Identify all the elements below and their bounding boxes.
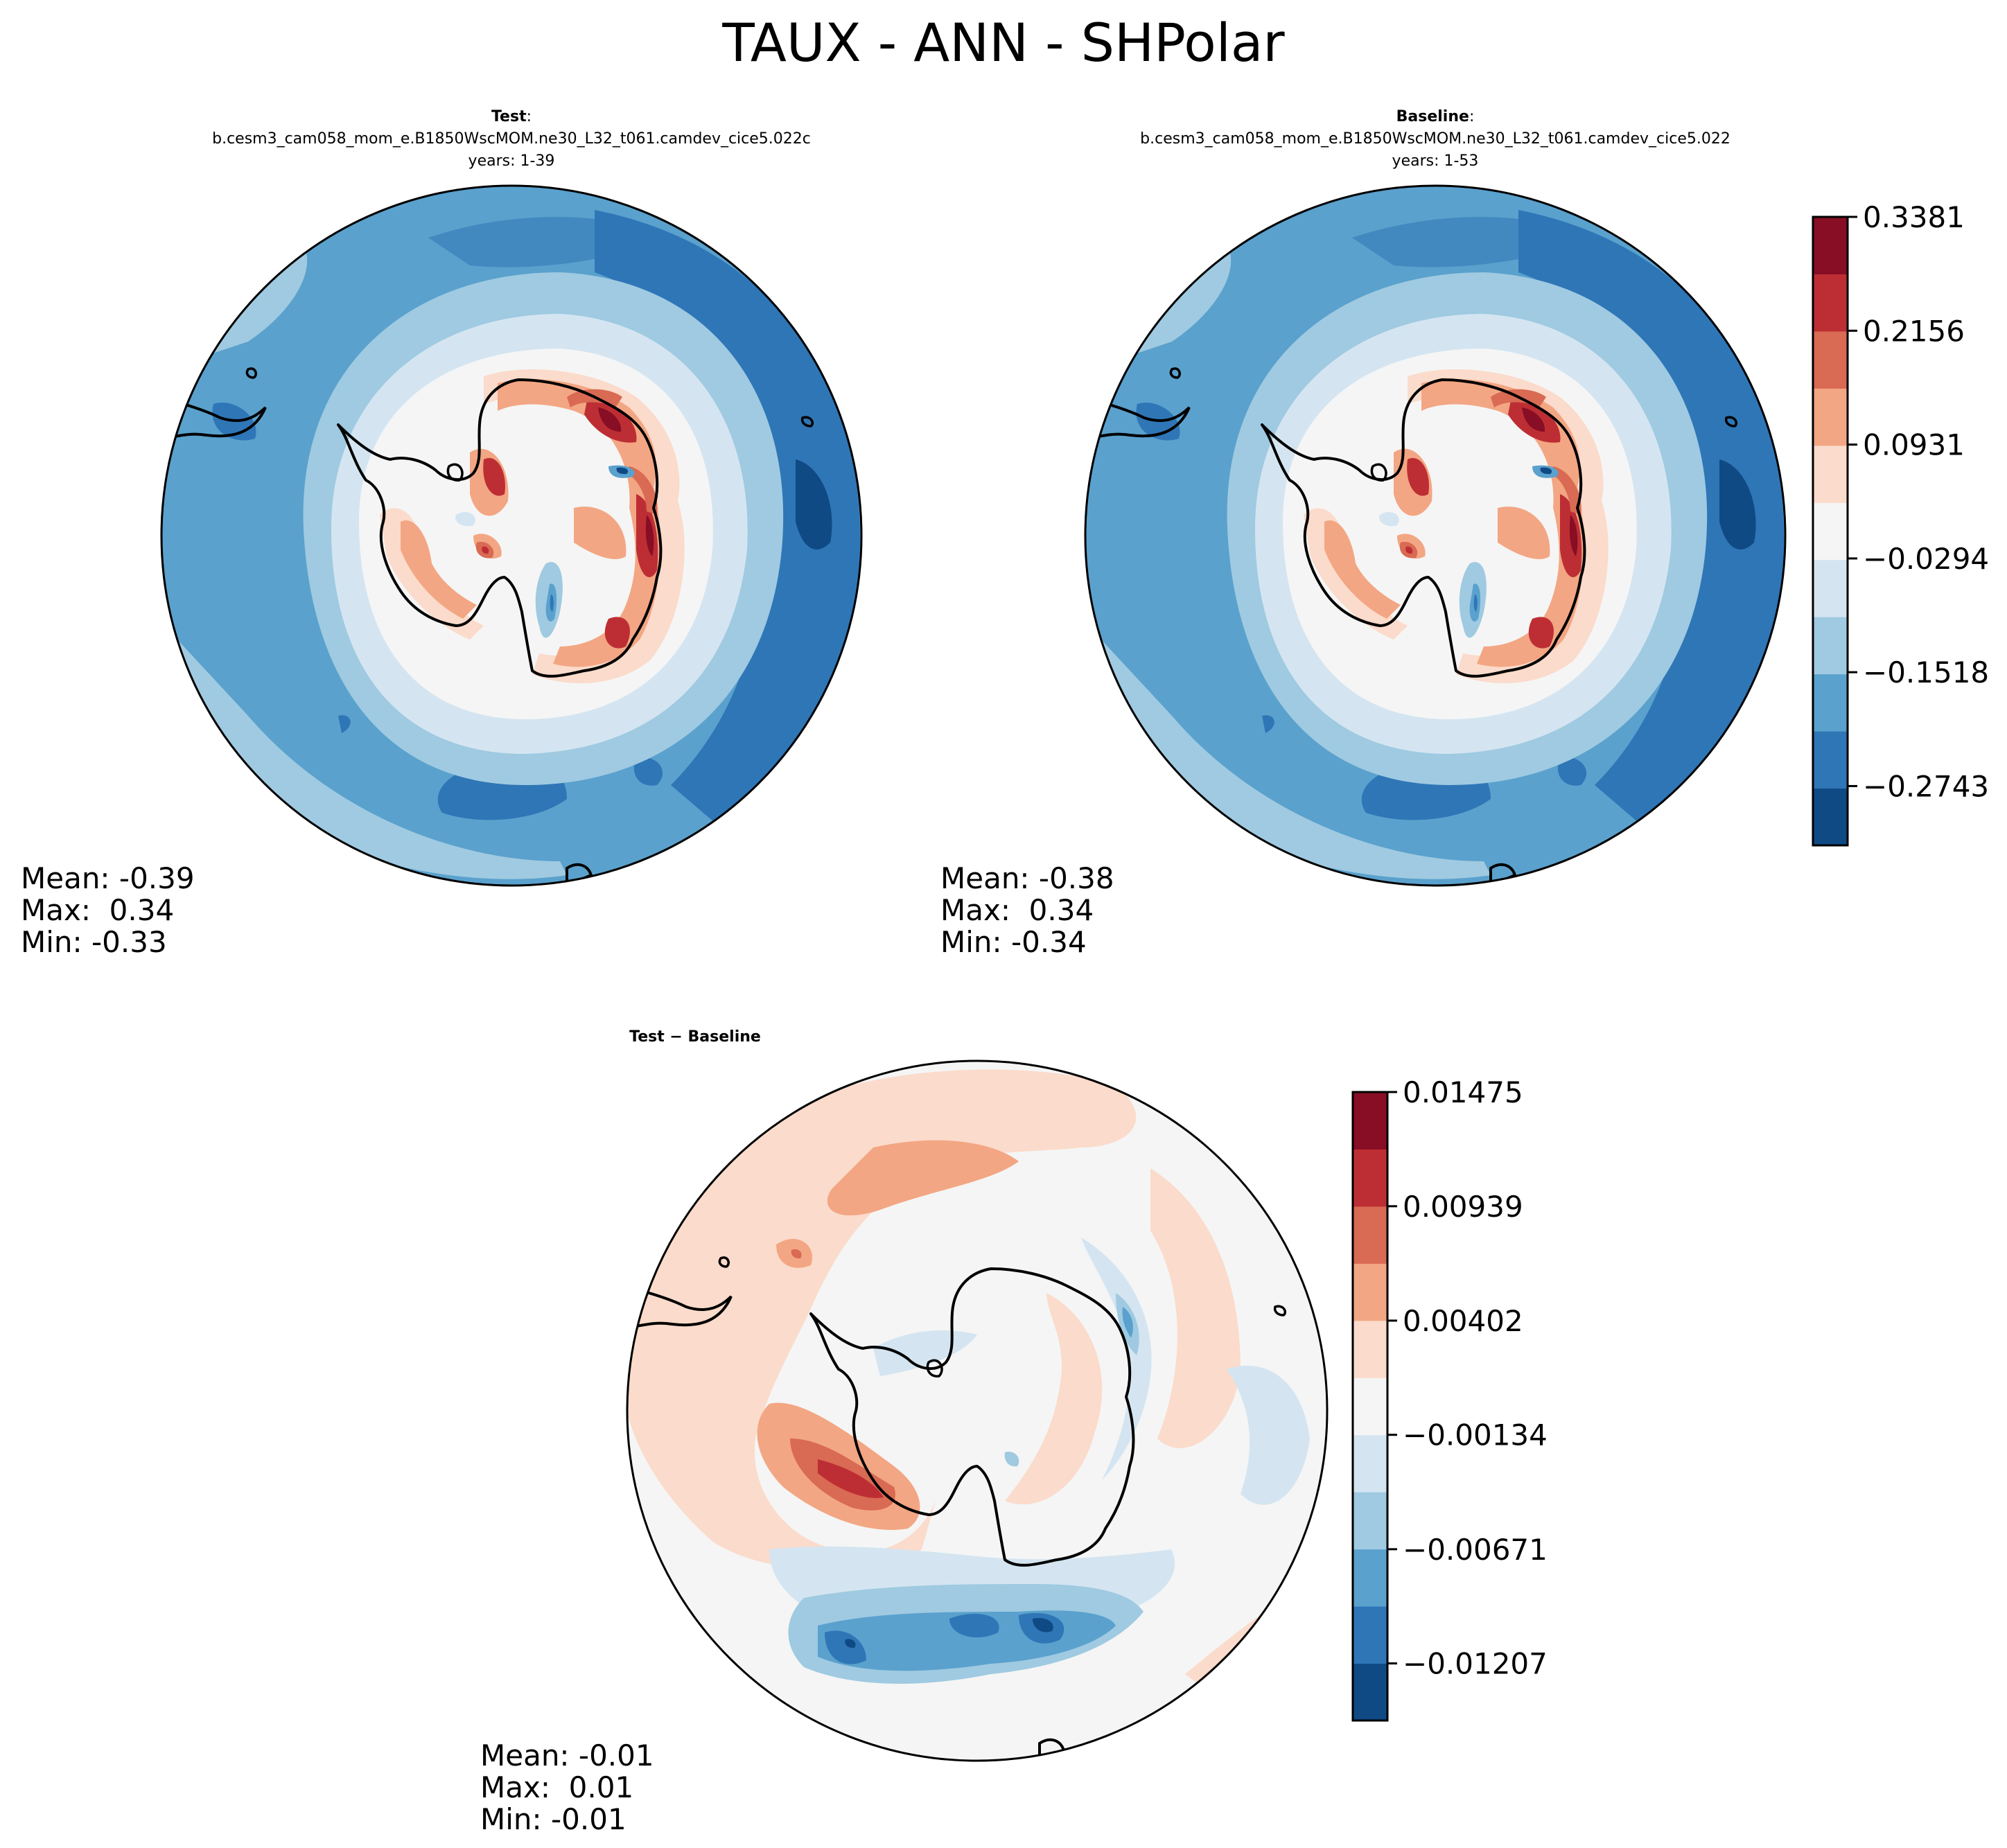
colorbar-diff-band (1353, 1492, 1387, 1550)
colorbar-main-tick-label: −0.0294 (1863, 542, 1989, 576)
colorbar-main-band (1813, 217, 1848, 274)
colorbar-main-band (1813, 445, 1848, 503)
colorbar-main-band (1813, 788, 1848, 846)
panel-test-years: years: 1-39 (468, 152, 555, 170)
stat-test-max: Max: 0.34 (21, 893, 174, 927)
stat-diff-mean: Mean: -0.01 (480, 1739, 654, 1772)
stat-baseline-mean: Mean: -0.38 (940, 861, 1114, 895)
colorbar-main: 0.3381 0.2156 0.0931 −0.0294 −0.1518 −0.2743 (1812, 200, 1989, 847)
colorbar-main-tick-label: 0.0931 (1863, 428, 1965, 462)
colorbar-diff-tick-label: 0.00939 (1403, 1190, 1523, 1224)
colorbar-main-tick-label: 0.2156 (1863, 314, 1965, 348)
colorbar-diff-frame (1351, 1091, 1389, 1722)
panel-baseline: Baseline: b.cesm3_cam058_mom_e.B1850WscM… (940, 108, 1787, 959)
colorbar-main-tick-label: 0.3381 (1863, 200, 1965, 234)
colorbar-diff-band (1353, 1378, 1387, 1436)
panel-test-heading: Test: (491, 108, 532, 125)
colorbar-diff-band (1353, 1434, 1387, 1493)
colorbar-diff-band (1353, 1206, 1387, 1264)
colorbar-diff: 0.01475 0.00939 0.00402 −0.00134 −0.00671 −0.… (1351, 1075, 1548, 1722)
colorbar-diff-band (1353, 1606, 1387, 1664)
colorbar-diff-tick-label: −0.00671 (1403, 1533, 1548, 1567)
stat-baseline-min: Min: -0.34 (940, 925, 1087, 959)
colorbar-diff-band (1353, 1149, 1387, 1207)
colorbar-diff-band (1353, 1320, 1387, 1378)
panel-baseline-case: b.cesm3_cam058_mom_e.B1850WscMOM.ne30_L3… (1140, 130, 1730, 148)
colorbar-main-tick-label: −0.1518 (1863, 655, 1989, 689)
colorbar-diff-band (1353, 1663, 1387, 1721)
colorbar-main-band (1813, 502, 1848, 561)
stat-diff-min: Min: -0.01 (480, 1802, 626, 1836)
colorbar-diff-band (1353, 1092, 1387, 1150)
stat-test-mean: Mean: -0.39 (21, 861, 195, 895)
map-baseline-boundary (1084, 184, 1787, 887)
panel-test-case: b.cesm3_cam058_mom_e.B1850WscMOM.ne30_L3… (212, 130, 811, 148)
figure-title: TAUX - ANN - SHPolar (721, 12, 1285, 73)
colorbar-diff-band (1353, 1263, 1387, 1321)
colorbar-diff-tick-label: −0.01207 (1403, 1647, 1548, 1681)
panel-baseline-years: years: 1-53 (1392, 152, 1479, 170)
colorbar-main-band (1813, 731, 1848, 789)
colorbar-diff-band (1353, 1549, 1387, 1607)
colorbar-main-band (1813, 674, 1848, 732)
colorbar-main-frame (1812, 215, 1849, 847)
colorbar-main-tick-label: −0.2743 (1863, 769, 1989, 803)
colorbar-main-band (1813, 559, 1848, 617)
stat-test-min: Min: -0.33 (21, 925, 167, 959)
panel-baseline-heading: Baseline: (1396, 108, 1475, 125)
colorbar-main-band (1813, 331, 1848, 389)
map-diff-boundary (626, 1059, 1329, 1762)
stat-diff-max: Max: 0.01 (480, 1770, 633, 1804)
map-test-boundary (160, 184, 863, 887)
colorbar-main-band (1813, 274, 1848, 332)
colorbar-main-band (1813, 388, 1848, 446)
panel-diff-heading: Test − Baseline (629, 1028, 761, 1046)
stat-baseline-max: Max: 0.34 (940, 893, 1094, 927)
panel-test: Test: b.cesm3_cam058_mom_e.B1850WscMOM.n… (21, 108, 863, 959)
colorbar-diff-tick-label: −0.00134 (1403, 1418, 1548, 1452)
colorbar-main-band (1813, 617, 1848, 675)
panel-diff: Test − Baseline Mean: -0.01 Max: 0.01 Mi… (480, 1028, 1329, 1836)
colorbar-diff-tick-label: 0.01475 (1403, 1075, 1523, 1109)
colorbar-diff-tick-label: 0.00402 (1403, 1304, 1523, 1338)
